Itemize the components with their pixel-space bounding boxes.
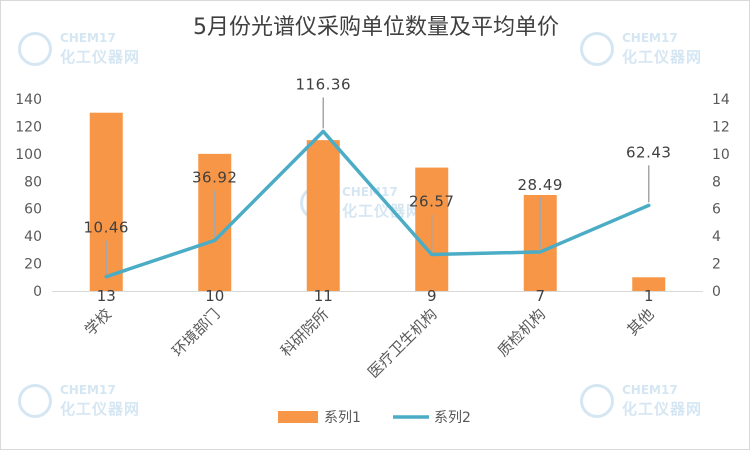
line-point — [538, 250, 542, 254]
line-value-label: 62.43 — [626, 143, 671, 161]
legend-swatch-bar — [278, 411, 318, 423]
y-left-tick-label: 100 — [15, 147, 42, 163]
y-left-tick-label: 140 — [15, 92, 42, 108]
y-right-axis: 0 2 4 6 8 10 12 14 — [712, 92, 730, 300]
y-left-tick-label: 60 — [24, 202, 42, 218]
bar-value-label: 11 — [314, 287, 333, 305]
line-value-label: 28.49 — [518, 176, 563, 194]
line-value-label: 10.46 — [84, 219, 129, 237]
legend: 系列1 系列2 — [278, 410, 471, 426]
category-label: 医疗卫生机构 — [364, 305, 440, 381]
bar-其他 — [632, 277, 666, 291]
y-left-tick-label: 0 — [33, 284, 42, 300]
bar-value-label: 10 — [205, 287, 224, 305]
line-value-label: 116.36 — [296, 75, 352, 93]
bar-value-label: 1 — [644, 287, 654, 305]
line-series — [104, 129, 651, 279]
line-point — [321, 129, 325, 133]
line-point — [647, 203, 651, 207]
category-label: 科研院所 — [277, 305, 332, 360]
y-right-tick-label: 8 — [712, 174, 721, 190]
y-left-tick-label: 40 — [24, 229, 42, 245]
line-point — [213, 238, 217, 242]
bar-value-label: 13 — [97, 287, 116, 305]
category-label: 其他 — [624, 305, 658, 339]
y-left-tick-label: 20 — [24, 257, 42, 273]
line-point — [104, 275, 108, 279]
leader-lines — [105, 97, 650, 274]
bar-series — [89, 112, 666, 291]
y-right-tick-label: 0 — [712, 284, 721, 300]
bar-value-label: 7 — [535, 287, 545, 305]
category-label: 质检机构 — [494, 305, 549, 360]
chart-title: 5月份光谱仪采购单位数量及平均单价 — [193, 15, 559, 40]
category-label: 学校 — [81, 305, 115, 339]
bar-科研院所 — [306, 140, 340, 291]
category-labels: 学校 环境部门 科研院所 医疗卫生机构 质检机构 其他 — [81, 305, 657, 381]
y-right-tick-label: 12 — [712, 119, 730, 135]
bar-value-label: 9 — [427, 287, 437, 305]
line-value-label: 26.57 — [409, 193, 454, 211]
bar-value-labels: 13 10 11 9 7 1 — [97, 287, 654, 305]
category-label: 环境部门 — [168, 305, 223, 360]
y-right-tick-label: 14 — [712, 92, 730, 108]
y-right-tick-label: 4 — [712, 229, 721, 245]
y-left-tick-label: 80 — [24, 174, 42, 190]
y-right-tick-label: 10 — [712, 147, 730, 163]
line-value-labels: 10.46 36.92 116.36 26.57 28.49 62.43 — [84, 75, 671, 237]
y-left-axis: 0 20 40 60 80 100 120 140 — [15, 92, 42, 300]
legend-label: 系列1 — [324, 410, 361, 426]
y-right-tick-label: 6 — [712, 202, 721, 218]
line-系列2 — [104, 129, 651, 279]
y-left-tick-label: 120 — [15, 119, 42, 135]
legend-label: 系列2 — [434, 410, 471, 426]
y-right-tick-label: 2 — [712, 257, 721, 273]
line-point — [430, 253, 434, 257]
line-value-label: 36.92 — [192, 168, 237, 186]
